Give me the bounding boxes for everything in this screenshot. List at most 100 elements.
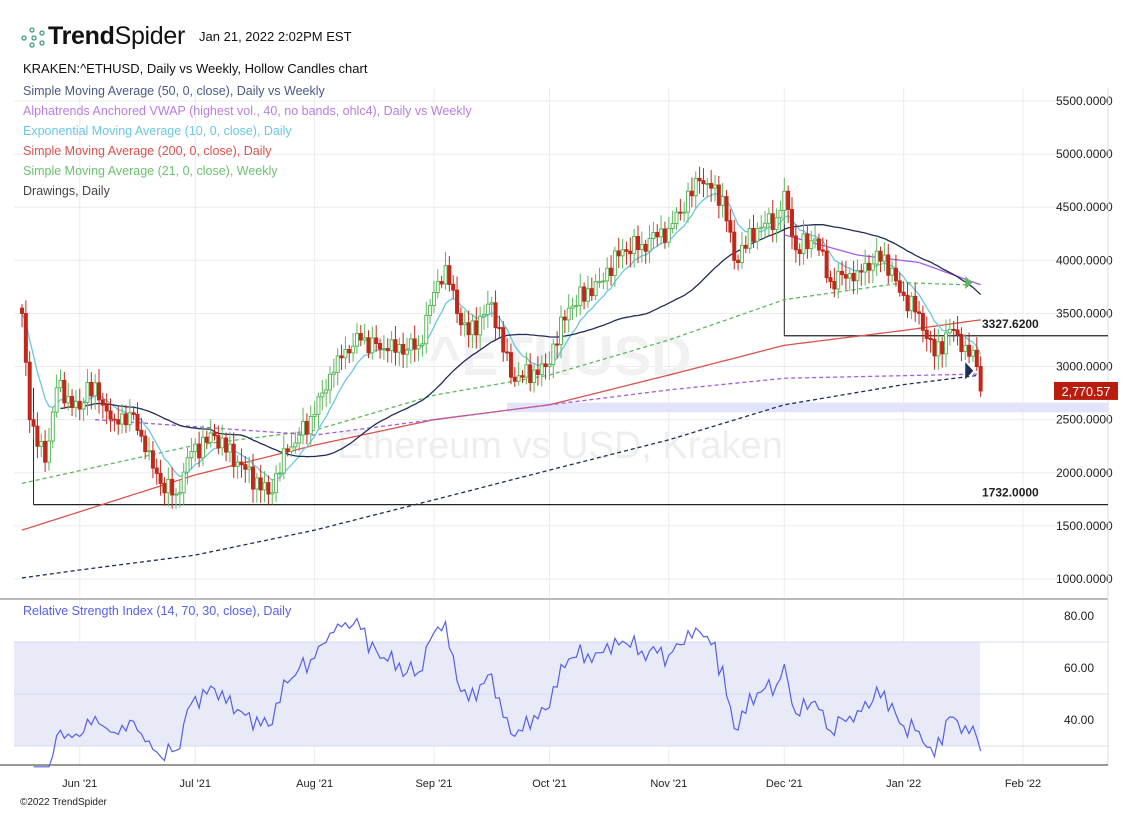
y-tick-label: 1500.0000 <box>1056 519 1113 533</box>
candle <box>628 237 633 268</box>
candle-body <box>370 337 375 354</box>
candle-body <box>840 270 845 276</box>
candle-body <box>185 457 190 473</box>
navy-arrow-marker <box>965 362 974 380</box>
candle-body <box>532 369 537 384</box>
candle-body <box>243 464 248 470</box>
x-tick-label: Jan '22 <box>886 778 921 790</box>
legend-item[interactable]: Exponential Moving Average (10, 0, close… <box>23 124 292 138</box>
candle-body <box>493 302 498 329</box>
candle-body <box>470 320 475 336</box>
candle-body <box>951 328 956 331</box>
candle-body <box>897 280 902 293</box>
overlay-line <box>95 373 981 436</box>
candle-body <box>686 190 691 213</box>
candle <box>262 471 267 503</box>
candle-body <box>462 322 467 326</box>
candle-body <box>181 471 186 494</box>
candle <box>528 353 533 392</box>
candle <box>54 374 59 418</box>
candle-body <box>674 211 679 225</box>
candle <box>270 478 275 505</box>
candle-body <box>431 292 436 307</box>
candle-body <box>805 233 810 250</box>
candle-body <box>967 344 972 357</box>
candle-body <box>127 412 132 426</box>
rsi-line <box>33 617 982 768</box>
candle <box>559 305 563 359</box>
candle-body <box>736 259 741 264</box>
legend-item[interactable]: Simple Moving Average (21, 0, close), We… <box>23 164 278 178</box>
candle-body <box>901 291 906 296</box>
candle <box>732 219 737 270</box>
candle-body <box>220 437 225 449</box>
candle <box>416 335 421 362</box>
candle <box>216 425 221 455</box>
candle <box>73 389 78 418</box>
candle <box>763 211 768 238</box>
candle <box>655 224 660 247</box>
candle-body <box>890 267 895 276</box>
candle <box>405 337 409 368</box>
legend-item[interactable]: Alphatrends Anchored VWAP (highest vol.,… <box>23 104 472 118</box>
candle <box>944 319 948 368</box>
candle-body <box>412 338 417 350</box>
x-tick-label: Nov '21 <box>650 778 687 790</box>
candle <box>200 425 205 466</box>
legend-item[interactable]: Simple Moving Average (200, 0, close), D… <box>23 144 272 158</box>
candle-body <box>562 316 567 321</box>
candle <box>578 273 583 316</box>
candle <box>897 272 902 297</box>
candle <box>593 273 598 301</box>
candle-body <box>759 226 764 229</box>
legend-item[interactable]: Drawings, Daily <box>23 184 110 198</box>
candle <box>439 275 444 289</box>
candle <box>847 268 852 291</box>
candle-body <box>308 416 313 435</box>
candle <box>793 223 798 263</box>
candle-body <box>312 413 317 418</box>
candle <box>874 237 879 277</box>
candle <box>851 260 856 295</box>
candle <box>520 370 525 384</box>
candle <box>339 344 344 370</box>
candle <box>739 231 744 269</box>
candle <box>535 356 540 386</box>
candle <box>843 261 848 290</box>
candle-body <box>655 231 660 238</box>
sma-50-line <box>60 223 982 458</box>
candle-body <box>66 395 71 404</box>
candle-body <box>81 402 86 410</box>
candle-body <box>505 351 510 354</box>
candle-body <box>116 419 121 425</box>
candle <box>466 310 471 348</box>
candle <box>512 367 517 387</box>
candle-body <box>782 190 787 211</box>
candle <box>840 261 845 286</box>
candle-body <box>632 236 637 255</box>
candle-body <box>797 249 802 254</box>
candle-body <box>636 236 640 251</box>
candle-body <box>23 312 28 363</box>
legend-item[interactable]: Simple Moving Average (50, 0, close), Da… <box>23 84 325 98</box>
timestamp: Jan 21, 2022 2:02PM EST <box>199 29 352 44</box>
candle <box>720 182 725 218</box>
candle <box>766 207 771 235</box>
candle <box>924 316 929 352</box>
candle-body <box>859 270 864 273</box>
candle <box>139 417 144 443</box>
candle-body <box>790 208 794 237</box>
candle <box>809 230 814 258</box>
x-tick-label: Sep '21 <box>415 778 452 790</box>
candle-body <box>874 250 879 265</box>
candle-body <box>917 311 922 314</box>
candle <box>308 405 313 446</box>
candle <box>759 215 764 238</box>
candle <box>901 281 906 302</box>
candle <box>23 300 28 376</box>
y-tick-label: 3500.0000 <box>1056 306 1113 320</box>
candle-body <box>143 435 148 453</box>
candle-body <box>697 177 702 182</box>
